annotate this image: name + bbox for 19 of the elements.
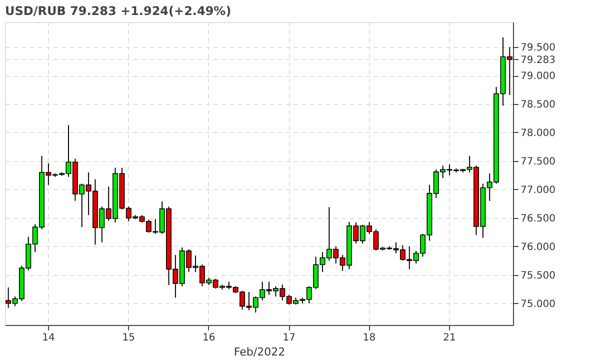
y-tick-label: 76.500 — [520, 213, 556, 224]
x-axis-title: Feb/2022 — [234, 346, 286, 358]
chart-title: USD/RUB 79.283 +1.924(+2.49%) — [5, 4, 232, 18]
x-tick-label: 16 — [202, 332, 216, 344]
x-tick-label: 15 — [122, 332, 136, 344]
y-tick-label: 77.500 — [520, 156, 556, 168]
x-tick-label: 14 — [42, 332, 55, 344]
y-tick-label: 75.000 — [520, 298, 556, 310]
x-tick-label: 18 — [362, 332, 376, 344]
y-tick-label: 79.283 — [520, 54, 556, 66]
y-tick-label: 79.500 — [520, 42, 556, 54]
x-tick-label: 21 — [443, 332, 456, 344]
y-tick-label: 76.000 — [520, 242, 556, 253]
y-tick-label: 79.000 — [520, 71, 556, 82]
y-tick-label: 78.000 — [520, 128, 556, 139]
x-tick-label: 17 — [282, 332, 296, 344]
y-tick-label: 75.500 — [520, 270, 556, 282]
y-tick-label: 77.000 — [520, 184, 556, 196]
y-tick-label: 78.500 — [520, 100, 556, 111]
